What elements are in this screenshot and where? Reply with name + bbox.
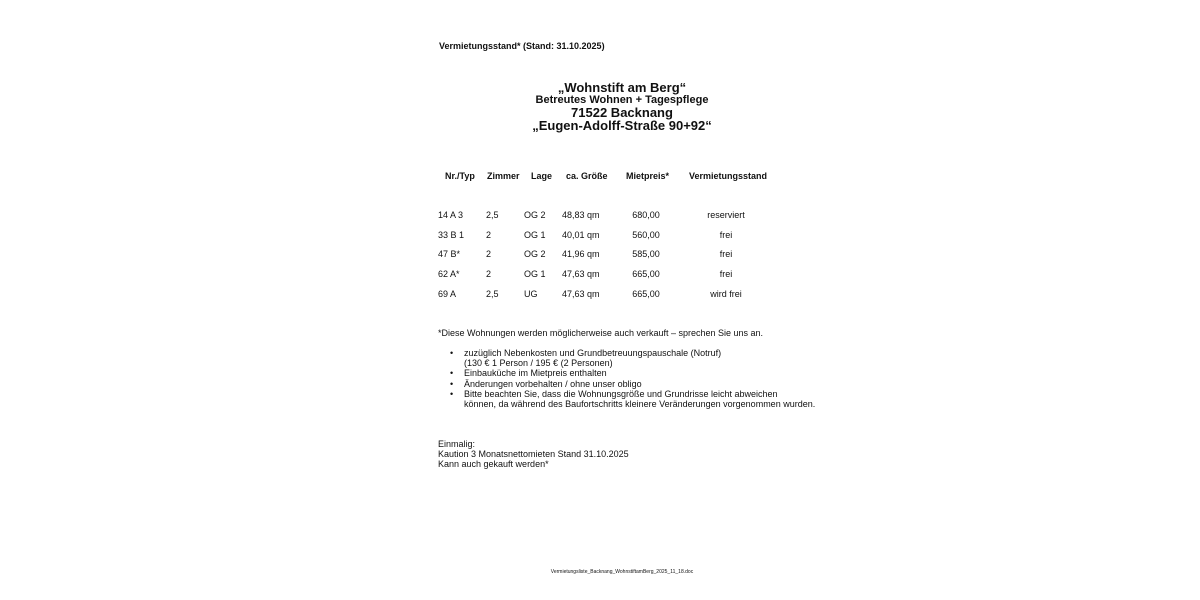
cell-zimmer: 2: [486, 269, 492, 280]
cell-groesse: 40,01 qm: [562, 229, 600, 240]
cell-stand: reserviert: [707, 210, 745, 220]
cell-groesse: 47,63 qm: [562, 288, 600, 299]
bullet-line: Bitte beachten Sie, dass die Wohnungsgrö…: [464, 388, 778, 399]
cell-nr: 47 B*: [438, 249, 461, 260]
bullet-line: Änderungen vorbehalten / ohne unser obli…: [464, 378, 642, 389]
cell-lage: OG 1: [524, 229, 546, 240]
cell-lage: OG 2: [524, 210, 546, 220]
cell-mietpreis: 665,00: [632, 269, 660, 280]
cell-zimmer: 2: [486, 229, 492, 240]
cell-nr: 62 A*: [438, 269, 460, 280]
cell-zimmer: 2,5: [486, 288, 499, 299]
cell-stand: frei: [719, 269, 733, 280]
cell-lage: OG 1: [524, 269, 546, 280]
cell-stand: frei: [719, 229, 733, 240]
bullet-line: Einbauküche im Mietpreis enthalten: [464, 368, 607, 379]
street: „Eugen-Adolff-Straße 90+92“: [532, 118, 712, 133]
status-line: Vermietungsstand* (Stand: 31.10.2025): [439, 41, 605, 51]
cell-mietpreis: 680,00: [632, 210, 660, 220]
purchase-text: Kann auch gekauft werden*: [438, 459, 549, 469]
bullet-item: zuzüglich Nebenkosten und Grundbetreuung…: [438, 348, 815, 368]
cell-mietpreis: 560,00: [632, 229, 660, 240]
cell-lage: UG: [524, 288, 538, 299]
cell-nr: 33 B 1: [438, 229, 465, 240]
column-header-mietpreis: Mietpreis*: [626, 171, 670, 181]
cell-mietpreis: 665,00: [632, 288, 660, 299]
bullet-line: zuzüglich Nebenkosten und Grundbetreuung…: [464, 348, 722, 358]
cell-stand: frei: [719, 249, 733, 260]
onetime-heading: Einmalig:: [438, 439, 476, 449]
bullet-item: Änderungen vorbehalten / ohne unser obli…: [438, 379, 815, 389]
bullet-item: Einbauküche im Mietpreis enthalten: [438, 368, 815, 378]
bullet-list: zuzüglich Nebenkosten und Grundbetreuung…: [438, 348, 815, 409]
cell-lage: OG 2: [524, 249, 546, 260]
column-header-stand: Vermietungsstand: [689, 171, 768, 181]
bullet-item: Bitte beachten Sie, dass die Wohnungsgrö…: [438, 389, 815, 409]
bullet-line: (130 € 1 Person / 195 € (2 Personen): [464, 358, 613, 369]
cell-zimmer: 2,5: [486, 210, 499, 220]
document-title: „Wohnstift am Berg“: [557, 80, 687, 95]
column-header-zimmer: Zimmer: [487, 171, 520, 181]
sale-note: *Diese Wohnungen werden möglicherweise a…: [438, 328, 764, 338]
cell-stand: wird frei: [710, 288, 742, 299]
cell-groesse: 47,63 qm: [562, 269, 600, 280]
city: 71522 Backnang: [571, 105, 673, 120]
bullet-line: können, da während des Baufortschritts k…: [464, 399, 816, 410]
column-header-nr: Nr./Typ: [445, 171, 475, 181]
footer-filename: Vermietungsliste_Backnang_WohnstiftamBer…: [550, 569, 694, 575]
column-header-lage: Lage: [531, 171, 553, 181]
column-header-groesse: ca. Größe: [566, 171, 608, 181]
cell-mietpreis: 585,00: [632, 249, 660, 260]
deposit-text: Kaution 3 Monatsnettomieten Stand 31.10.…: [438, 449, 629, 459]
cell-groesse: 41,96 qm: [562, 249, 600, 260]
cell-nr: 69 A: [438, 288, 457, 299]
cell-zimmer: 2: [486, 249, 492, 260]
cell-groesse: 48,83 qm: [562, 210, 600, 220]
cell-nr: 14 A 3: [438, 210, 464, 220]
subtitle: Betreutes Wohnen + Tagespflege: [535, 94, 709, 106]
